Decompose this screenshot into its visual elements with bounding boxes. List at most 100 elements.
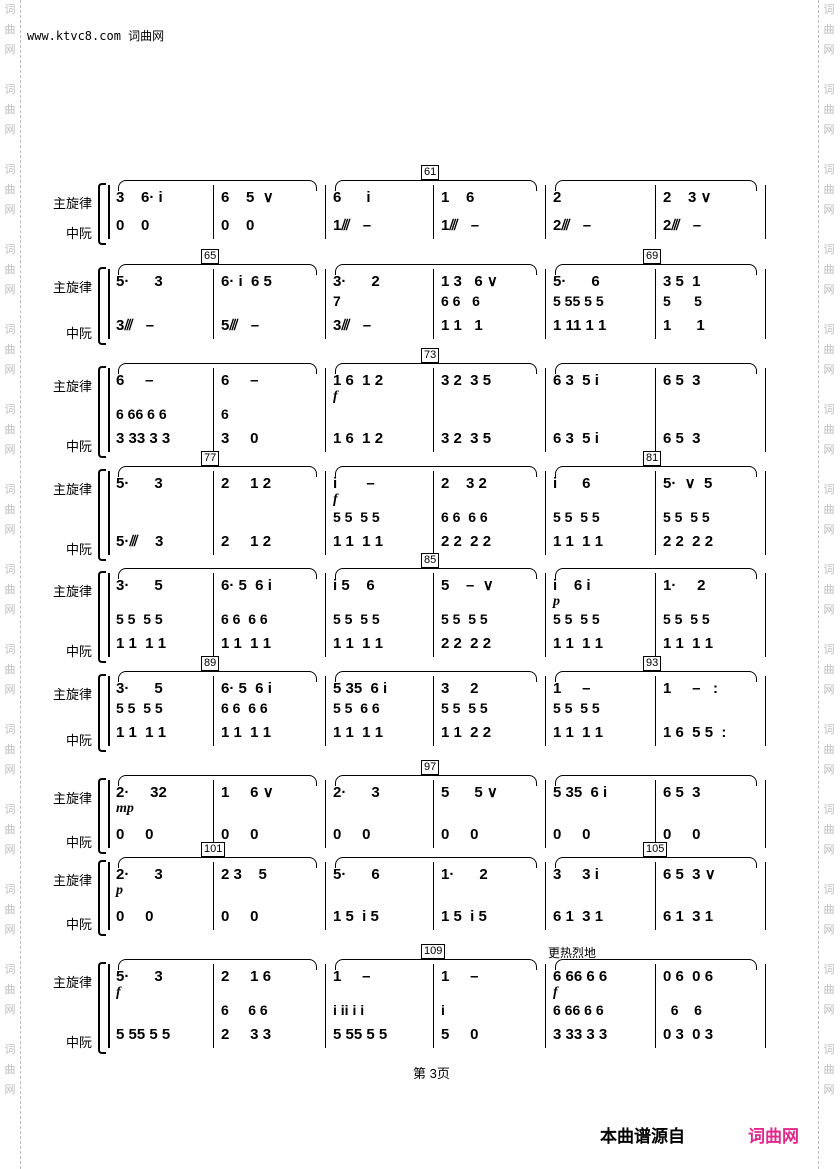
melody-measure: 3· 2 — [333, 273, 380, 290]
melody-measure: 1 3 6 ∨ — [441, 273, 498, 290]
part-label-ruan: 中阮 — [65, 733, 92, 748]
barline — [545, 862, 546, 930]
barline — [213, 862, 214, 930]
melody-measure: 6· 5 6 i — [221, 680, 272, 697]
barline — [433, 862, 434, 930]
barline — [433, 269, 434, 339]
barline — [765, 676, 766, 746]
part-label-ruan: 中阮 — [65, 226, 92, 241]
rehearsal-mark: 97 — [421, 760, 440, 775]
ruan-measure: 1 1 1 1 — [116, 724, 167, 741]
ruan-measure: 2 1 2 — [221, 533, 272, 550]
melody-measure: 6 3 5 i — [553, 372, 599, 389]
part-label-melody: 主旋律 — [52, 791, 92, 806]
part-label-ruan: 中阮 — [65, 917, 92, 932]
phrase-slur — [118, 264, 317, 275]
rehearsal-mark: 81 — [643, 451, 662, 466]
ruan-measure: 1 1 1 1 — [333, 635, 384, 652]
part-label-ruan: 中阮 — [65, 1035, 92, 1050]
barline — [545, 964, 546, 1048]
barline — [655, 185, 656, 239]
barline — [325, 862, 326, 930]
ruan-measure: 2 3 3 — [221, 1026, 272, 1043]
system-brace — [98, 366, 106, 458]
melody-measure: 2 3 2 — [441, 475, 487, 492]
system-brace — [98, 267, 106, 345]
phrase-slur — [335, 775, 537, 786]
melody-measure: 0 6 0 6 — [663, 968, 714, 985]
melody-measure: 2 3 5 — [221, 866, 267, 883]
ruan-upper-notes: 6 66 6 6 — [116, 406, 167, 422]
melody-measure: i 6 i — [553, 577, 591, 594]
site-header[interactable]: www.ktvc8.com 词曲网 — [27, 29, 165, 43]
ruan-upper-notes: 5 5 5 5 — [441, 611, 488, 627]
melody-measure: 3 2 3 5 — [441, 372, 492, 389]
barline — [765, 471, 766, 555]
barline — [545, 368, 546, 452]
barline — [655, 676, 656, 746]
ruan-measure: 0 0 — [221, 217, 255, 234]
ruan-measure: 0 3 0 3 — [663, 1026, 714, 1043]
phrase-slur — [118, 671, 317, 682]
phrase-slur — [118, 363, 317, 374]
source-site-link[interactable]: 词曲网 — [748, 1127, 799, 1146]
ruan-upper-notes: 6 6 6 — [221, 1002, 268, 1018]
part-label-melody: 主旋律 — [52, 482, 92, 497]
melody-measure: 5· 6 — [333, 866, 380, 883]
part-label-melody: 主旋律 — [52, 975, 92, 990]
part-label-ruan: 中阮 — [65, 542, 92, 557]
ruan-measure: 2⫻ – — [663, 217, 702, 234]
phrase-slur — [118, 466, 317, 477]
ruan-measure: 0 0 — [116, 908, 154, 925]
part-label-melody: 主旋律 — [52, 687, 92, 702]
ruan-upper-notes: 5 5 5 5 — [553, 700, 600, 716]
melody-measure: 5· 3 — [116, 475, 163, 492]
melody-measure: 3 5 1 — [663, 273, 701, 290]
ruan-measure: 6 5 3 — [663, 430, 701, 447]
ruan-measure: 1 1 1 1 — [663, 635, 714, 652]
melody-measure: i 5 6 — [333, 577, 375, 594]
melody-measure: 1 6 ∨ — [221, 784, 274, 801]
phrase-slur — [555, 264, 757, 275]
barline — [108, 185, 110, 239]
ruan-measure: 3⫻ – — [116, 317, 155, 334]
phrase-slur — [335, 264, 537, 275]
ruan-measure: 1 1 1 1 — [116, 635, 167, 652]
dynamic-marking: f — [333, 492, 338, 507]
ruan-measure: 5⫻ – — [221, 317, 260, 334]
rehearsal-mark: 101 — [201, 842, 226, 857]
ruan-upper-notes: 5 5 — [663, 293, 702, 309]
ruan-measure: 1 1 2 2 — [441, 724, 492, 741]
watermark-column-right: 词 曲 网 词 曲 网 词 曲 网 词 曲 网 词 曲 网 词 曲 网 词 曲 … — [823, 4, 835, 1096]
barline — [655, 862, 656, 930]
barline — [765, 269, 766, 339]
barline — [325, 676, 326, 746]
melody-measure: 2 — [553, 189, 562, 206]
melody-measure: 1 6 1 2 — [333, 372, 384, 389]
system-brace — [98, 469, 106, 561]
ruan-upper-notes: i — [441, 1002, 445, 1018]
rehearsal-mark: 73 — [421, 348, 440, 363]
barline — [433, 573, 434, 657]
ruan-measure: 1 1 1 1 — [553, 635, 604, 652]
melody-measure: 1· 2 — [663, 577, 706, 594]
ruan-measure: 0 0 — [333, 826, 371, 843]
phrase-slur — [335, 959, 537, 970]
phrase-slur — [335, 671, 537, 682]
barline — [545, 780, 546, 848]
barline — [108, 780, 110, 848]
barline — [765, 862, 766, 930]
rehearsal-mark: 109 — [421, 944, 446, 959]
score-system: 主旋律 中阮 3 6· i 0 0 6 5 ∨ 0 0 6 i 1⫻ – 1 6 1⫻ – 2 2⫻ … — [0, 165, 840, 245]
score-system: 主旋律 中阮 3· 5 5 5 5 5 1 1 1 1 6· 5 6 i 6 6 6 6 1 … — [0, 553, 840, 663]
barline — [108, 573, 110, 657]
barline — [108, 368, 110, 452]
melody-measure: i – — [333, 475, 375, 492]
ruan-measure: 3 33 3 3 — [553, 1026, 608, 1043]
ruan-upper-notes: i ii i i — [333, 1002, 365, 1018]
ruan-measure: 1 1 1 1 — [333, 724, 384, 741]
barline — [655, 269, 656, 339]
dynamic-marking: p — [553, 594, 560, 609]
watermark-column-left: 词 曲 网 词 曲 网 词 曲 网 词 曲 网 词 曲 网 词 曲 网 词 曲 … — [4, 4, 16, 1096]
